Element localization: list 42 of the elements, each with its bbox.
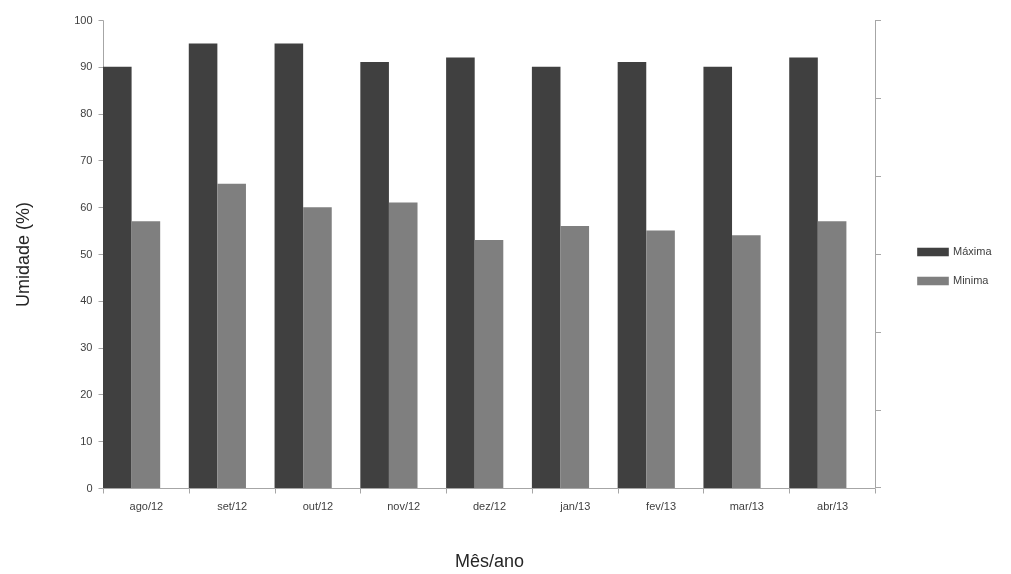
y-tick-label: 80	[80, 107, 93, 120]
bar	[303, 207, 332, 488]
bar	[388, 202, 418, 488]
bar	[103, 66, 132, 488]
y-tick-label: 20	[80, 387, 93, 400]
bar	[817, 221, 847, 488]
x-tick-label: fev/13	[646, 499, 677, 512]
bar	[446, 57, 475, 488]
bar	[560, 225, 590, 488]
x-tick-label: ago/12	[129, 499, 164, 512]
y-tick-label: 40	[80, 294, 93, 307]
bar	[617, 62, 647, 488]
y-tick-label: 10	[80, 434, 93, 447]
y-tick-label: 30	[80, 341, 93, 354]
bar	[474, 239, 504, 488]
x-tick-label: out/12	[302, 499, 334, 512]
legend-label: Minima	[953, 274, 990, 286]
y-tick-label: 100	[74, 13, 93, 26]
x-tick-label: mar/13	[729, 499, 764, 512]
x-tick-label: set/12	[217, 499, 248, 512]
bar	[789, 57, 818, 488]
y-tick-label: 90	[80, 60, 93, 73]
y-tick-label: 0	[86, 481, 93, 494]
x-tick-label: dez/12	[472, 499, 507, 512]
bar	[703, 66, 733, 488]
y-tick-label: 50	[80, 247, 93, 260]
bar	[360, 62, 389, 488]
bar	[274, 43, 304, 488]
y-tick-label: 60	[80, 200, 93, 213]
x-tick-label: jan/13	[559, 499, 591, 512]
bar	[732, 235, 761, 488]
legend-label: Máxima	[953, 245, 993, 257]
bar	[531, 66, 561, 488]
y-axis-title: Umidade (%)	[12, 201, 33, 308]
x-tick-label: abr/13	[817, 499, 849, 512]
bar	[131, 221, 161, 488]
y-tick-label: 70	[80, 153, 93, 166]
bar	[188, 43, 218, 488]
bar	[217, 183, 246, 488]
x-tick-label: nov/12	[387, 499, 421, 512]
x-axis-title: Mês/ano	[454, 550, 525, 571]
bar	[646, 230, 675, 488]
